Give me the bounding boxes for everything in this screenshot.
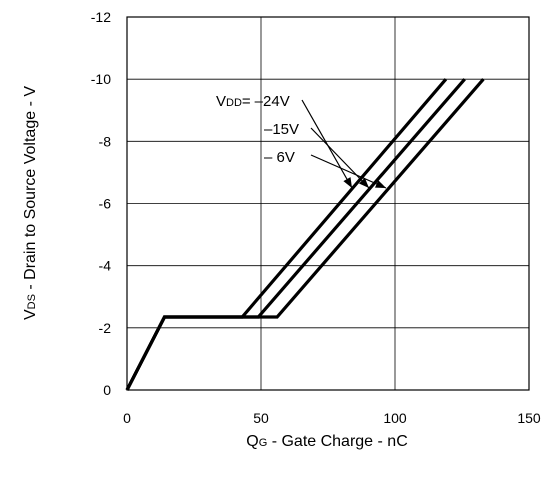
arrow-head-1 [343, 177, 352, 188]
y-tick-label: 0 [103, 382, 111, 398]
y-tick-label: -8 [99, 133, 112, 149]
x-tick-label: 150 [517, 410, 541, 426]
y-tick-label: -2 [99, 320, 112, 336]
x-tick-label: 100 [383, 410, 407, 426]
vdd-label-24v: VDD= –24V [216, 93, 290, 110]
vdd-label-6v: – 6V [264, 149, 295, 166]
y-axis-label: VDS - Drain to Source Voltage - V [22, 86, 39, 320]
y-tick-label: -10 [91, 71, 111, 87]
vdd-label-15v: –15V [264, 121, 299, 138]
series-line-3 [125, 78, 485, 391]
plot-frame [126, 16, 530, 391]
grid [127, 17, 529, 390]
y-tick-label: -12 [91, 9, 111, 25]
y-tick-labels: 0 -2 -4 -6 -8 -10 -12 [91, 9, 111, 398]
x-tick-labels: 0 50 100 150 [123, 410, 541, 426]
arrow-head-3 [375, 180, 386, 188]
y-tick-label: -6 [99, 196, 112, 212]
x-axis-label: QG - Gate Charge - nC [246, 433, 408, 450]
x-tick-label: 0 [123, 410, 131, 426]
arrow-head-2 [359, 177, 369, 188]
series-group [125, 78, 485, 391]
y-tick-label: -4 [99, 258, 112, 274]
annotation-arrows [301, 99, 387, 189]
annotation-arrow-2 [310, 127, 370, 189]
annotation-arrow-3 [310, 154, 387, 189]
x-tick-label: 50 [253, 410, 269, 426]
